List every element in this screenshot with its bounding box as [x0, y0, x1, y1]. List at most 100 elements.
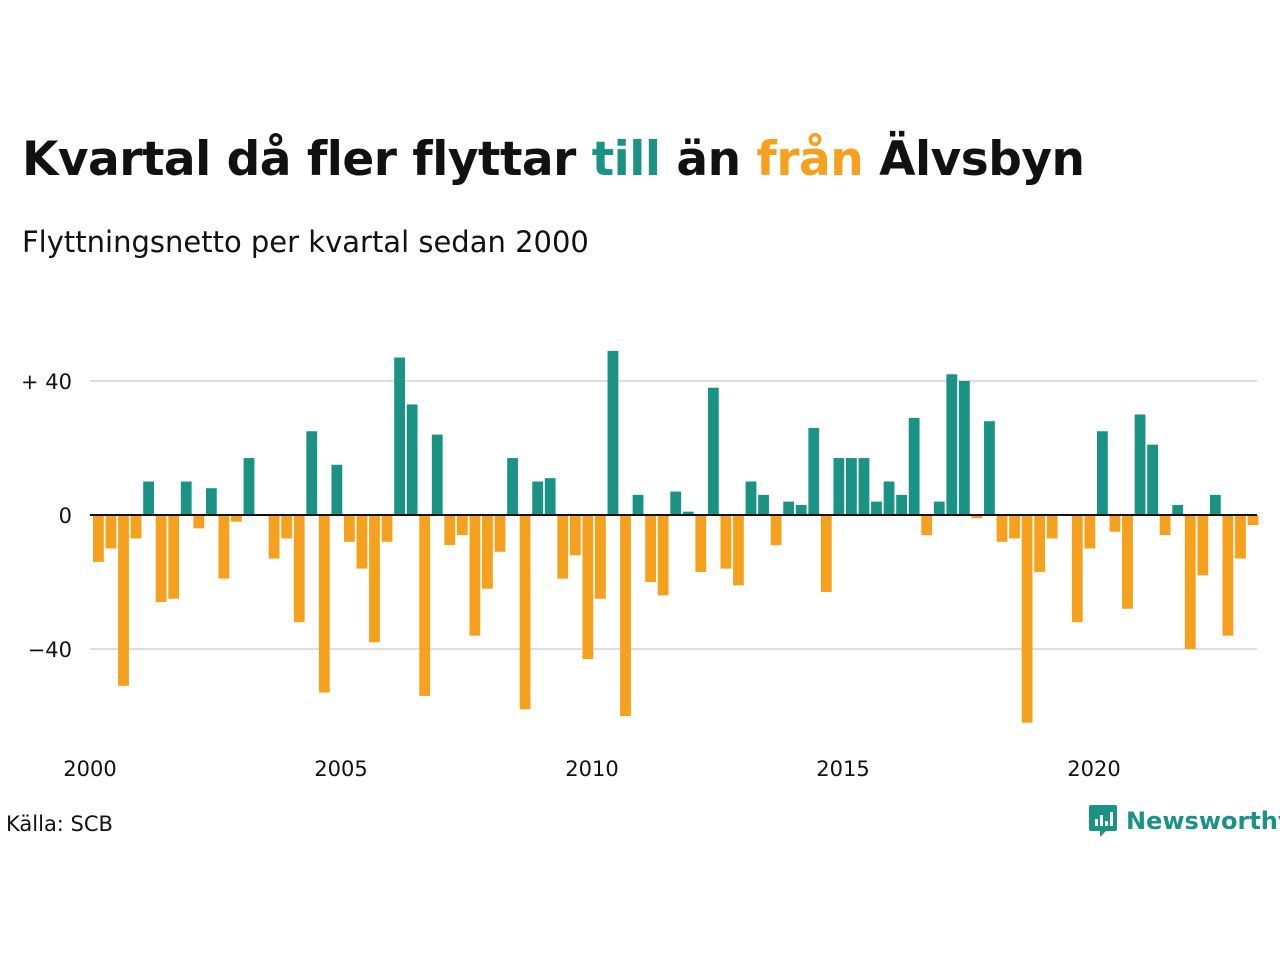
bar	[155, 515, 167, 603]
bar	[846, 458, 857, 515]
bar	[720, 515, 732, 569]
newsworthy-logo-icon	[1089, 805, 1117, 837]
bar	[933, 501, 945, 515]
bar	[783, 501, 795, 515]
bar	[996, 515, 1008, 542]
bar	[820, 515, 832, 593]
bar	[1247, 515, 1259, 526]
bar	[833, 458, 845, 515]
brand-name: Newsworthy	[1126, 807, 1280, 835]
bar	[205, 488, 217, 515]
bar	[984, 421, 995, 515]
x-tick-label: 2010	[565, 757, 618, 781]
bar	[1034, 515, 1046, 572]
x-tick-label: 2005	[314, 757, 367, 781]
bar	[318, 515, 330, 693]
chart-subtitle: Flyttningsnetto per kvartal sedan 2000	[22, 225, 589, 259]
bar	[180, 481, 192, 515]
bar	[595, 515, 606, 599]
bar	[1222, 515, 1234, 636]
bar	[1235, 515, 1246, 559]
bar	[645, 515, 656, 582]
bar	[958, 381, 970, 515]
bar	[971, 515, 983, 519]
bar	[456, 515, 468, 536]
bar	[431, 434, 443, 515]
bar	[1172, 504, 1184, 515]
bar	[921, 515, 933, 536]
bar	[1109, 515, 1121, 532]
bar	[243, 458, 255, 515]
bar	[607, 350, 619, 515]
bar	[406, 404, 418, 515]
bar	[1147, 444, 1158, 515]
bar	[381, 515, 393, 542]
bar	[93, 515, 104, 562]
bar	[419, 515, 431, 696]
bar	[331, 464, 343, 515]
bar	[770, 515, 782, 546]
bar	[582, 515, 594, 660]
title-fran: från	[756, 132, 864, 187]
bar	[695, 515, 707, 572]
bar	[758, 494, 769, 515]
bar	[733, 515, 744, 586]
bar	[858, 458, 870, 515]
bar	[883, 481, 895, 515]
bar	[369, 515, 380, 643]
bar	[356, 515, 368, 569]
bar	[544, 478, 556, 515]
bar	[908, 417, 920, 515]
bar	[557, 515, 569, 579]
bar	[218, 515, 230, 579]
x-tick-label: 2000	[63, 757, 116, 781]
bar	[519, 515, 531, 710]
bar	[670, 491, 682, 515]
bar	[293, 515, 305, 623]
bar-chart: + 40 0 −40 2000 2005 2010 2015 2020	[21, 350, 1259, 781]
bar	[569, 515, 581, 556]
bar	[532, 481, 544, 515]
bar	[507, 458, 518, 515]
title-part-2: än	[660, 132, 757, 187]
bar	[620, 515, 631, 716]
title-part-3: Älvsbyn	[863, 132, 1085, 187]
bar	[306, 431, 318, 515]
bar	[1184, 515, 1196, 649]
y-tick-label: + 40	[21, 370, 72, 394]
grid-lines	[90, 380, 1257, 650]
bar	[896, 494, 907, 515]
bar	[168, 515, 180, 599]
x-tick-label: 2020	[1067, 757, 1120, 781]
bar	[1084, 515, 1096, 549]
axis-labels: + 40 0 −40 2000 2005 2010 2015 2020	[21, 370, 1121, 781]
bar	[1097, 431, 1108, 515]
bar	[1122, 515, 1133, 609]
bar	[105, 515, 117, 549]
bar	[1159, 515, 1171, 536]
bar	[1021, 515, 1033, 723]
bar	[1134, 414, 1146, 515]
bar	[871, 501, 882, 515]
title-till: till	[591, 132, 661, 187]
chart-title: Kvartal då fler flyttar till än från Älv…	[22, 130, 1085, 190]
bar	[281, 515, 293, 539]
y-tick-label: 0	[59, 504, 72, 528]
bar	[231, 515, 242, 522]
bar	[494, 515, 506, 552]
bar	[469, 515, 481, 636]
bar	[745, 481, 757, 515]
bar	[707, 387, 719, 515]
bar	[482, 515, 493, 589]
bar	[394, 357, 405, 515]
bar	[193, 515, 205, 529]
bars	[90, 350, 1259, 723]
bar	[808, 427, 820, 515]
bar	[632, 494, 644, 515]
bar	[795, 504, 807, 515]
bar	[130, 515, 142, 539]
bar	[118, 515, 129, 686]
bar	[657, 515, 669, 596]
y-tick-label: −40	[28, 638, 72, 662]
brand-logo: Newsworthy	[1088, 803, 1280, 839]
